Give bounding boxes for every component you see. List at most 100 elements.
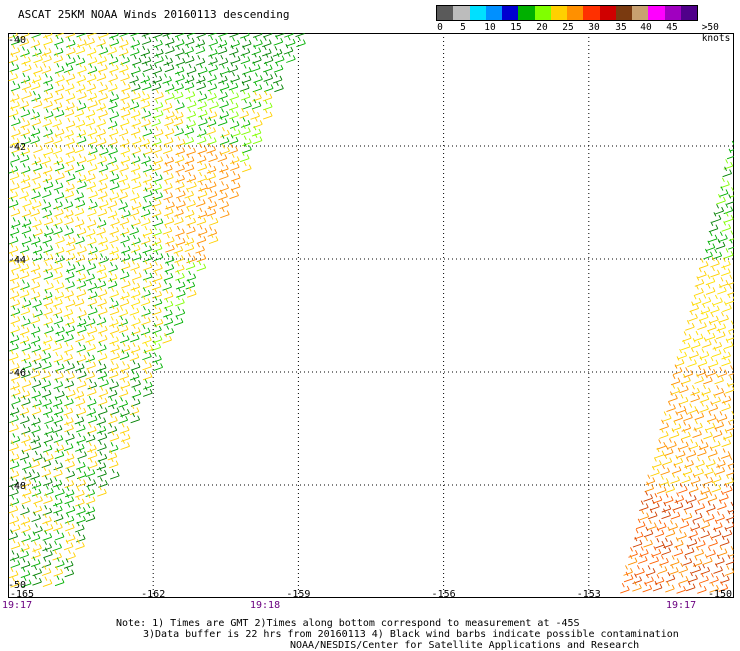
colorbar-segment <box>453 6 470 20</box>
wind-barb <box>96 314 107 326</box>
wind-barb <box>76 126 87 138</box>
wind-barb <box>711 472 722 483</box>
wind-barb <box>53 215 63 226</box>
wind-barb <box>184 187 194 199</box>
wind-barb <box>85 35 95 46</box>
wind-barb <box>141 53 152 65</box>
wind-barb <box>9 61 20 72</box>
wind-barb <box>42 171 53 183</box>
wind-barb <box>85 332 95 343</box>
wind-barb <box>184 207 195 218</box>
wind-barb <box>140 90 150 102</box>
wind-barb <box>30 323 41 335</box>
wind-barb <box>644 481 655 493</box>
wind-barb <box>52 549 62 561</box>
wind-barb <box>184 234 195 246</box>
wind-barb <box>142 359 152 371</box>
wind-barb <box>96 217 107 228</box>
wind-barb <box>220 207 230 219</box>
wind-barb <box>76 341 87 353</box>
wind-barb <box>9 332 20 343</box>
wind-barb <box>690 391 700 403</box>
wind-barb <box>195 36 206 48</box>
wind-barb <box>9 340 19 352</box>
wind-barb <box>175 179 185 190</box>
wind-barb <box>64 287 74 299</box>
wind-barb <box>688 310 698 322</box>
wind-barb <box>705 419 716 431</box>
wind-barb <box>53 459 63 471</box>
wind-barb <box>151 234 162 246</box>
wind-barb <box>32 565 42 577</box>
wind-barb <box>253 117 263 128</box>
wind-barb <box>683 410 693 422</box>
wind-barb <box>63 558 74 569</box>
wind-barb <box>31 180 42 191</box>
wind-barb <box>96 262 107 273</box>
wind-barb <box>108 367 119 379</box>
wind-barb <box>153 37 163 48</box>
wind-barb <box>623 565 633 576</box>
colorbar-label: 15 <box>510 22 522 33</box>
wind-barb <box>241 72 252 84</box>
wind-barb <box>175 45 185 57</box>
wind-barb <box>42 576 53 588</box>
wind-barb <box>718 231 728 243</box>
wind-barb <box>110 341 120 353</box>
wind-barb <box>76 270 87 282</box>
wind-barb <box>690 385 700 396</box>
wind-barb <box>43 547 53 559</box>
wind-barb <box>186 108 197 119</box>
wind-barb <box>118 45 129 57</box>
wind-barb <box>86 80 97 92</box>
wind-barb <box>162 333 172 344</box>
wind-barb <box>726 330 736 341</box>
wind-barb <box>87 412 98 424</box>
wind-barb <box>699 392 710 403</box>
wind-barb <box>9 458 20 470</box>
wind-barb <box>132 250 142 261</box>
wind-barb <box>711 346 722 358</box>
wind-barb <box>711 212 722 223</box>
colorbar-label: 35 <box>615 22 627 33</box>
wind-barb <box>174 125 185 137</box>
wind-barb <box>10 521 21 533</box>
wind-barb <box>53 511 64 523</box>
wind-barb <box>184 53 195 64</box>
colorbar-labels: 0 5 10 15 20 25 30 35 40 45 >50 knots <box>436 22 736 44</box>
wind-barb <box>228 79 239 91</box>
wind-barb <box>97 466 107 478</box>
wind-barb <box>88 458 98 469</box>
wind-barb <box>108 81 118 92</box>
wind-barb <box>108 144 118 155</box>
wind-barb <box>21 476 32 488</box>
wind-barb <box>107 271 118 282</box>
wind-barb <box>31 387 41 399</box>
wind-barb <box>218 189 228 201</box>
wind-barb <box>63 342 74 353</box>
wind-barb <box>682 555 693 566</box>
wind-barb <box>131 287 141 298</box>
wind-barb <box>43 81 54 92</box>
wind-barb <box>109 333 119 345</box>
wind-barb <box>9 440 19 452</box>
wind-barb <box>118 306 129 317</box>
colorbar-label: 25 <box>562 22 574 33</box>
wind-barb <box>98 44 109 56</box>
wind-barb <box>43 314 53 326</box>
wind-barb <box>230 153 240 165</box>
wind-barb <box>8 243 19 254</box>
wind-barb <box>142 333 152 344</box>
wind-barb <box>229 44 239 56</box>
wind-barb <box>175 270 185 281</box>
wind-barb <box>96 423 107 434</box>
wind-barb <box>30 556 41 567</box>
wind-barb <box>8 567 19 579</box>
wind-barb <box>217 37 228 48</box>
wind-barb <box>726 420 736 432</box>
wind-barb <box>694 285 704 296</box>
wind-barb <box>65 458 75 469</box>
wind-barb <box>121 277 131 289</box>
wind-barb <box>43 144 54 156</box>
wind-barb <box>120 180 131 192</box>
